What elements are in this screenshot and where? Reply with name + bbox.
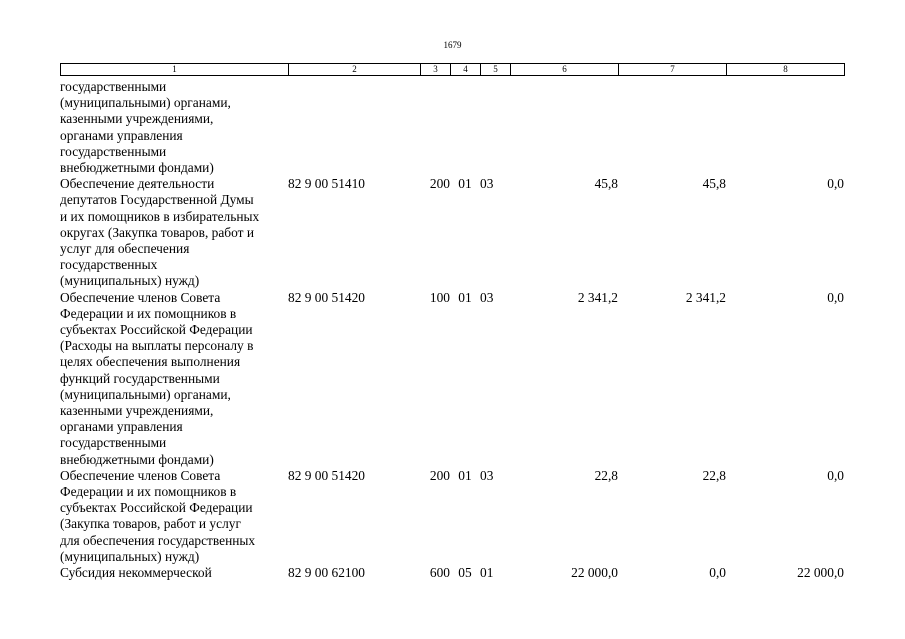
description-line: функций государственными [60,370,220,386]
row-value-8 [726,79,844,176]
description-line: казенными учреждениями, [60,111,214,127]
column-header-7: 7 [618,63,727,76]
description-line: (муниципальными) органами, [60,95,231,111]
table-row: Субсидия некоммерческой 82 9 00 62100 600 0… [60,565,844,581]
row-col-3: 200 [429,467,450,483]
description-line: (Закупка товаров, работ и услуг [60,516,241,532]
description-line: органами управления [60,419,183,435]
column-header-5: 5 [480,63,511,76]
row-col-5: 03 [480,176,494,192]
row-value-6: 22,8 [594,467,618,483]
row-code: 82 9 00 51410 [288,176,365,192]
row-value-6: 45,8 [594,176,618,192]
row-col-3 [420,79,450,176]
row-value-7: 0,0 [709,565,726,581]
row-value-8: 0,0 [827,176,844,192]
description-line: субъектах Российской Федерации [60,500,253,516]
row-col-5: 03 [480,467,494,483]
row-col-3: 600 [429,565,450,581]
description-line: и их помощников в избирательных [60,208,260,224]
column-header-1: 1 [60,63,289,76]
row-code: 82 9 00 51420 [288,467,365,483]
column-header-6: 6 [510,63,619,76]
description-line: целях обеспечения выполнения [60,354,241,370]
description-line: государственными [60,435,167,451]
description-line: (муниципальных) нужд) [60,273,200,289]
description-line: Обеспечение деятельности [60,176,215,192]
table-row: Обеспечение деятельности депутатов Госуда… [60,176,844,289]
row-value-8: 0,0 [827,467,844,483]
description-line: государственных [60,257,158,273]
column-header-2: 2 [288,63,421,76]
column-header-4: 4 [450,63,481,76]
budget-table-body: государственными (муниципальными) органам… [60,79,844,581]
column-header-row: 1 2 3 4 5 6 7 8 [60,63,845,76]
row-description: Обеспечение деятельности депутатов Госуда… [60,176,288,289]
description-line: субъектах Российской Федерации [60,322,253,338]
row-col-4: 01 [458,289,472,305]
table-row: Обеспечение членов Совета Федерации и их … [60,468,844,565]
description-line: Обеспечение членов Совета [60,467,221,483]
description-line: округах (Закупка товаров, работ и [60,224,254,240]
description-line: депутатов Государственной Думы [60,192,254,208]
row-col-3: 100 [429,289,450,305]
description-line: внебюджетными фондами) [60,451,214,467]
row-value-7: 45,8 [702,176,726,192]
row-col-5: 03 [480,289,494,305]
description-line: услуг для обеспечения [60,241,190,257]
row-value-8: 0,0 [827,289,844,305]
row-col-4: 01 [458,176,472,192]
description-line: (муниципальными) органами, [60,386,231,402]
row-col-5 [480,79,510,176]
description-line: Субсидия некоммерческой [60,565,212,581]
row-value-6: 2 341,2 [577,289,618,305]
row-value-6 [510,79,618,176]
row-description: государственными (муниципальными) органам… [60,79,288,176]
description-line: Федерации и их помощников в [60,484,237,500]
description-line: внебюджетными фондами) [60,160,214,176]
row-description: Субсидия некоммерческой [60,565,288,581]
row-code: 82 9 00 62100 [288,565,365,581]
description-line: (муниципальных) нужд) [60,548,200,564]
row-col-3: 200 [429,176,450,192]
table-row: Обеспечение членов Совета Федерации и их … [60,290,844,468]
description-line: Обеспечение членов Совета [60,289,221,305]
description-line: (Расходы на выплаты персоналу в [60,338,254,354]
description-line: казенными учреждениями, [60,403,214,419]
column-header-8: 8 [726,63,845,76]
row-code: 82 9 00 51420 [288,289,365,305]
row-col-5: 01 [480,565,494,581]
row-value-6: 22 000,0 [571,565,618,581]
column-header-3: 3 [420,63,451,76]
row-value-7: 2 341,2 [685,289,726,305]
row-col-4: 01 [458,467,472,483]
row-value-7: 22,8 [702,467,726,483]
row-value-8: 22 000,0 [797,565,844,581]
table-row: государственными (муниципальными) органам… [60,79,844,176]
row-description: Обеспечение членов Совета Федерации и их … [60,290,288,468]
page-number: 1679 [443,40,462,50]
row-description: Обеспечение членов Совета Федерации и их … [60,468,288,565]
description-line: государственными [60,143,167,159]
budget-table: государственными (муниципальными) органам… [60,79,844,581]
description-line: органами управления [60,127,183,143]
description-line: Федерации и их помощников в [60,305,237,321]
column-header-table: 1 2 3 4 5 6 7 8 [60,63,845,76]
row-value-7 [618,79,726,176]
row-col-4 [450,79,480,176]
description-line: государственными [60,79,167,94]
row-code [288,79,420,176]
row-col-4: 05 [458,565,472,581]
description-line: для обеспечения государственных [60,532,256,548]
